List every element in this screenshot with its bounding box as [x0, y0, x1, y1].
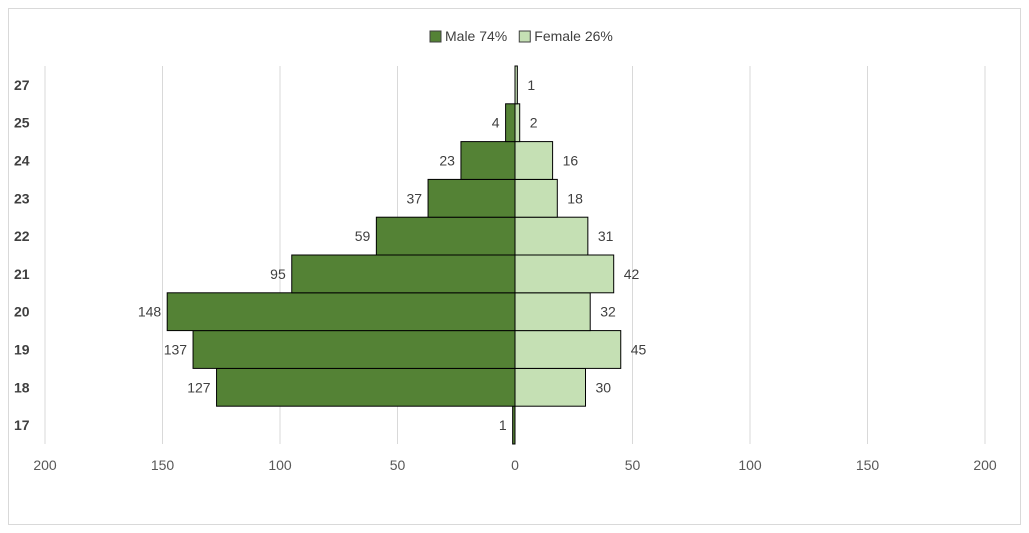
category-label: 22	[14, 228, 30, 244]
female-bar	[514, 254, 615, 294]
legend: Male 74% Female 26%	[429, 28, 613, 44]
male-bar	[512, 405, 516, 445]
category-label: 24	[14, 153, 30, 169]
female-data-label: 2	[530, 115, 538, 131]
x-tick-label: 200	[33, 457, 57, 473]
category-label: 20	[14, 304, 30, 320]
female-bar	[514, 367, 586, 407]
x-tick-label: 100	[268, 457, 292, 473]
male-bar	[291, 254, 516, 294]
female-bar	[514, 178, 558, 218]
gridlines	[44, 66, 986, 444]
female-data-label: 16	[563, 153, 579, 169]
male-data-label: 127	[187, 379, 211, 395]
x-tick-label: 150	[856, 457, 880, 473]
category-label: 21	[14, 266, 30, 282]
x-tick-label: 150	[151, 457, 175, 473]
female-bar	[514, 292, 591, 332]
male-data-label: 37	[406, 190, 422, 206]
category-label: 17	[14, 417, 30, 433]
female-bar	[514, 65, 518, 105]
female-data-label: 42	[624, 266, 640, 282]
x-tick-label: 50	[625, 457, 641, 473]
male-data-label: 1	[499, 417, 507, 433]
category-label: 19	[14, 342, 30, 358]
female-data-label: 1	[527, 77, 535, 93]
female-bar	[514, 141, 554, 180]
male-bar	[166, 292, 516, 332]
female-bar	[514, 216, 589, 256]
male-data-label: 59	[355, 228, 371, 244]
male-data-label: 4	[492, 115, 500, 131]
female-bar	[514, 103, 521, 143]
x-tick-label: 0	[511, 457, 519, 473]
x-tick-label: 100	[738, 457, 762, 473]
x-tick-label: 200	[973, 457, 997, 473]
female-bar	[514, 330, 622, 369]
male-bar	[216, 367, 516, 407]
category-label: 27	[14, 77, 30, 93]
bars	[166, 65, 622, 445]
female-data-label: 32	[600, 304, 616, 320]
female-data-label: 30	[596, 379, 612, 395]
male-bar	[427, 178, 516, 218]
legend-swatch	[518, 30, 531, 43]
category-label: 25	[14, 115, 30, 131]
category-label: 23	[14, 190, 30, 206]
female-data-label: 18	[567, 190, 583, 206]
male-data-label: 137	[164, 342, 188, 358]
legend-label: Female 26%	[534, 28, 613, 44]
male-data-label: 23	[439, 153, 455, 169]
category-axis: 17 18 19 20 21 22 23 24 25 27	[14, 77, 30, 433]
male-data-label: 148	[138, 304, 162, 320]
x-tick-label: 50	[390, 457, 406, 473]
value-axis: 200 150 100 50 0 50 100 150 200	[33, 457, 997, 473]
legend-swatch	[429, 30, 442, 43]
female-data-label: 45	[631, 342, 647, 358]
female-data-label: 31	[598, 228, 614, 244]
category-label: 18	[14, 379, 30, 395]
male-data-label: 95	[270, 266, 286, 282]
male-bar	[460, 141, 516, 180]
male-bar	[375, 216, 516, 256]
male-bar	[505, 103, 516, 143]
male-bar	[192, 330, 516, 369]
legend-label: Male 74%	[445, 28, 507, 44]
